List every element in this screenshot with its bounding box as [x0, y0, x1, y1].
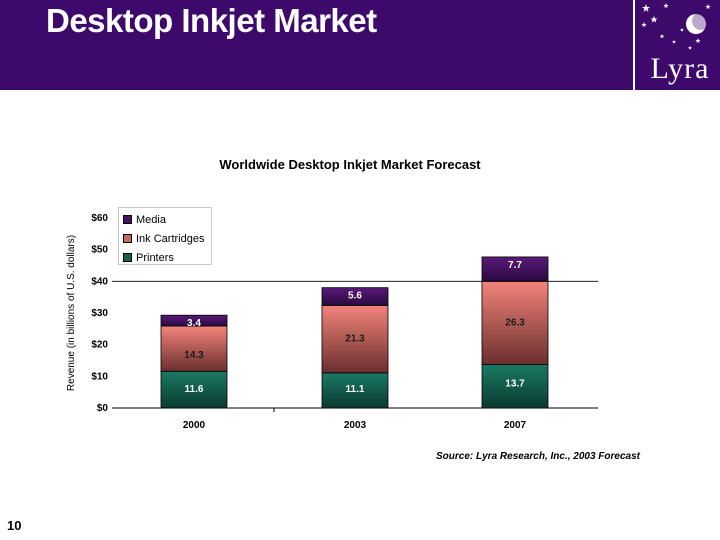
- y-tick-label: $60: [91, 213, 108, 224]
- legend-item-printers: Printers: [123, 248, 211, 267]
- legend-swatch-ink-cartridges: [123, 234, 132, 243]
- bar-ink-cartridges-2000: [160, 325, 228, 372]
- data-label: 3.4: [187, 318, 201, 329]
- legend-item-media: Media: [123, 210, 211, 229]
- data-label: 7.7: [508, 260, 522, 271]
- x-tick-label: 2007: [504, 420, 527, 431]
- page-number: 10: [7, 518, 22, 533]
- legend-label-media: Media: [136, 213, 166, 226]
- y-tick-label: $20: [91, 340, 108, 351]
- y-tick-label: $30: [91, 308, 108, 319]
- y-tick-label: $0: [97, 403, 109, 414]
- y-axis-label: Revenue (in billions of U.S. dollars): [66, 235, 77, 391]
- data-label: 5.6: [348, 291, 362, 302]
- page-title: Desktop Inkjet Market: [46, 2, 377, 39]
- y-tick-label: $50: [91, 245, 108, 256]
- source-note: Source: Lyra Research, Inc., 2003 Foreca…: [436, 451, 640, 462]
- bar-ink-cartridges-2003: [321, 304, 389, 374]
- data-label: 11.6: [185, 384, 204, 395]
- header-bar: [0, 0, 720, 90]
- x-tick-label: 2003: [344, 420, 367, 431]
- legend-swatch-media: [123, 215, 132, 224]
- bar-ink-cartridges-2007: [481, 280, 549, 366]
- chart-title: Worldwide Desktop Inkjet Market Forecast: [219, 157, 481, 172]
- chart-legend: Media Ink Cartridges Printers: [118, 207, 212, 265]
- bar-media-2007: [481, 256, 549, 282]
- header-divider: [633, 0, 635, 90]
- bar-printers-2007: [481, 364, 549, 409]
- data-label: 14.3: [184, 350, 204, 361]
- bar-printers-2003: [321, 372, 389, 409]
- logo-text: Lyra: [650, 52, 710, 85]
- bar-media-2000: [160, 314, 228, 327]
- x-tick-label: 2000: [183, 420, 206, 431]
- legend-label-ink-cartridges: Ink Cartridges: [136, 232, 205, 245]
- data-label: 21.3: [345, 333, 365, 344]
- data-label: 11.1: [346, 384, 365, 395]
- bar-media-2003: [321, 287, 389, 306]
- legend-item-ink-cartridges: Ink Cartridges: [123, 229, 211, 248]
- y-tick-label: $40: [91, 276, 108, 287]
- bar-printers-2000: [160, 370, 228, 409]
- legend-label-printers: Printers: [136, 251, 174, 264]
- legend-swatch-printers: [123, 253, 132, 262]
- star-logo-icon: [641, 3, 711, 50]
- data-label: 13.7: [505, 379, 525, 390]
- data-label: 26.3: [505, 317, 525, 328]
- y-tick-label: $10: [91, 371, 108, 382]
